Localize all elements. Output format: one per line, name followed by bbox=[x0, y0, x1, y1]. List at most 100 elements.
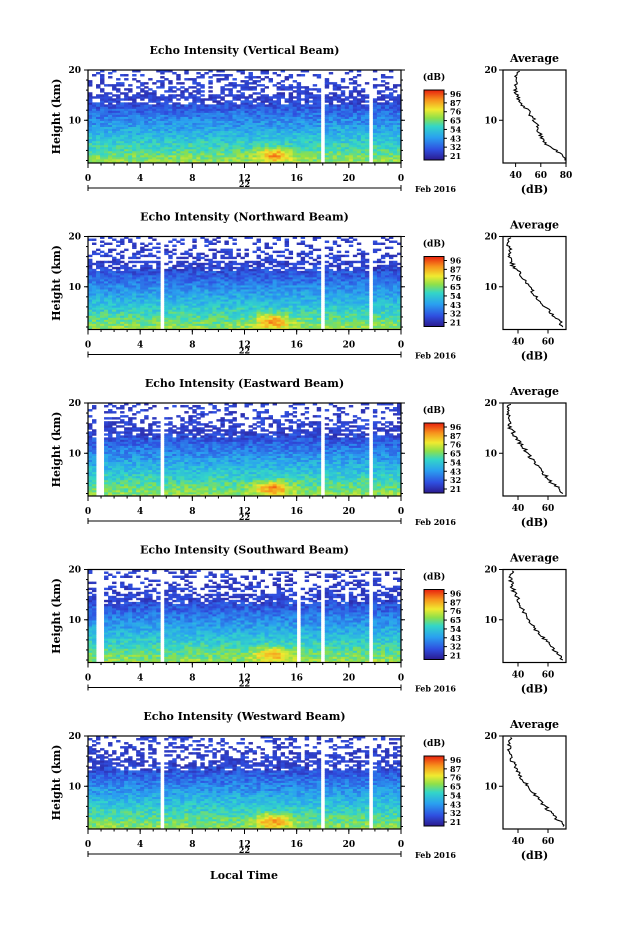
heatmap-cell bbox=[112, 327, 117, 330]
heatmap-cell bbox=[300, 323, 306, 326]
heatmap-cell bbox=[372, 132, 378, 136]
heatmap-cell bbox=[232, 289, 237, 292]
heatmap-cell bbox=[132, 148, 137, 152]
heatmap-cell bbox=[272, 325, 277, 328]
heatmap-cell bbox=[392, 293, 398, 296]
heatmap-cell bbox=[192, 94, 197, 97]
heatmap-cell bbox=[204, 274, 209, 278]
heatmap-cell bbox=[88, 287, 93, 290]
heatmap-cell bbox=[360, 124, 366, 128]
heatmap-cell bbox=[196, 124, 201, 128]
heatmap-cell bbox=[252, 82, 257, 85]
heatmap-cell bbox=[208, 108, 213, 111]
heatmap-cell bbox=[236, 313, 241, 316]
heatmap-cell bbox=[100, 289, 105, 292]
heatmap-cell bbox=[392, 84, 398, 87]
heatmap-cell bbox=[240, 140, 245, 144]
heatmap-cell bbox=[192, 283, 197, 286]
heatmap-cell bbox=[264, 96, 269, 99]
heatmap-cell bbox=[236, 144, 241, 148]
heatmap-cell bbox=[228, 104, 233, 107]
heatmap-cell bbox=[392, 108, 398, 111]
heatmap-cell bbox=[200, 297, 205, 300]
heatmap-cell bbox=[140, 307, 145, 310]
heatmap-cell bbox=[208, 116, 213, 119]
heatmap-cell bbox=[96, 122, 101, 125]
heatmap-cell bbox=[148, 317, 153, 320]
heatmap-cell bbox=[112, 276, 117, 280]
heatmap-cell bbox=[220, 118, 225, 121]
heatmap-cell bbox=[140, 142, 145, 146]
heatmap-cell bbox=[120, 283, 125, 286]
heatmap-cell bbox=[132, 285, 137, 288]
heatmap-cell bbox=[328, 110, 334, 113]
heatmap-cell bbox=[276, 102, 282, 105]
heatmap-cell bbox=[280, 325, 286, 328]
heatmap-cell bbox=[300, 108, 306, 111]
heatmap-cell bbox=[136, 325, 141, 328]
heatmap-cell bbox=[344, 305, 350, 308]
heatmap-cell bbox=[296, 120, 302, 123]
heatmap-cell bbox=[352, 319, 358, 322]
heatmap-cell bbox=[324, 327, 330, 330]
heatmap-cell bbox=[252, 114, 257, 117]
heatmap-cell bbox=[236, 104, 241, 107]
heatmap-cell bbox=[376, 327, 382, 330]
heatmap-cell bbox=[208, 140, 213, 144]
heatmap-cell bbox=[188, 327, 193, 330]
heatmap-cell bbox=[132, 130, 137, 134]
heatmap-cell bbox=[252, 272, 257, 276]
heatmap-cell bbox=[392, 285, 398, 288]
heatmap-cell bbox=[340, 287, 346, 290]
heatmap-cell bbox=[248, 102, 253, 105]
heatmap-cell bbox=[228, 140, 233, 144]
heatmap-cell bbox=[136, 158, 141, 162]
heatmap-cell bbox=[312, 146, 318, 150]
heatmap-cell bbox=[196, 114, 201, 117]
heatmap-cell bbox=[108, 276, 113, 280]
heatmap-cell bbox=[100, 112, 105, 115]
heatmap-cell bbox=[244, 313, 249, 316]
heatmap-cell bbox=[184, 98, 189, 101]
heatmap-cell bbox=[96, 291, 101, 294]
heatmap-cell bbox=[344, 291, 350, 294]
heatmap-cell bbox=[168, 309, 173, 312]
heatmap-cell bbox=[324, 311, 330, 314]
heatmap-cell bbox=[108, 116, 113, 119]
heatmap-cell bbox=[260, 309, 265, 312]
heatmap-cell bbox=[244, 80, 249, 83]
heatmap-cell bbox=[180, 325, 185, 328]
heatmap-cell bbox=[268, 313, 273, 316]
heatmap-cell bbox=[216, 274, 221, 278]
heatmap-cell bbox=[184, 276, 189, 280]
heatmap-cell bbox=[264, 315, 269, 318]
heatmap-cell bbox=[220, 90, 225, 93]
heatmap-cell bbox=[284, 122, 290, 125]
heatmap-cell bbox=[332, 295, 338, 298]
heatmap-cell bbox=[88, 80, 93, 83]
heatmap-cell bbox=[300, 154, 306, 158]
heatmap-cell bbox=[108, 160, 113, 164]
heatmap-cell bbox=[264, 283, 269, 286]
heatmap-cell bbox=[292, 274, 298, 278]
heatmap-cell bbox=[324, 126, 330, 130]
heatmap-cell bbox=[392, 158, 398, 162]
heatmap-cell bbox=[268, 108, 273, 111]
heatmap-cell bbox=[92, 126, 97, 130]
heatmap-cell bbox=[288, 309, 294, 312]
heatmap-cell bbox=[184, 160, 189, 164]
heatmap-cell bbox=[380, 317, 386, 320]
heatmap-cell bbox=[160, 110, 165, 113]
heatmap-cell bbox=[256, 278, 261, 282]
heatmap-cell bbox=[112, 98, 117, 101]
panel-title: Echo Intensity (Vertical Beam) bbox=[149, 44, 339, 57]
heatmap-cell bbox=[104, 98, 109, 101]
heatmap-cell bbox=[236, 110, 241, 113]
heatmap-cell bbox=[100, 78, 105, 81]
heatmap-cell bbox=[224, 102, 229, 105]
heatmap-cell bbox=[208, 146, 213, 150]
heatmap-cell bbox=[272, 160, 277, 164]
heatmap-cell bbox=[108, 283, 113, 286]
heatmap-cell bbox=[292, 90, 298, 93]
heatmap-cell bbox=[380, 309, 386, 312]
